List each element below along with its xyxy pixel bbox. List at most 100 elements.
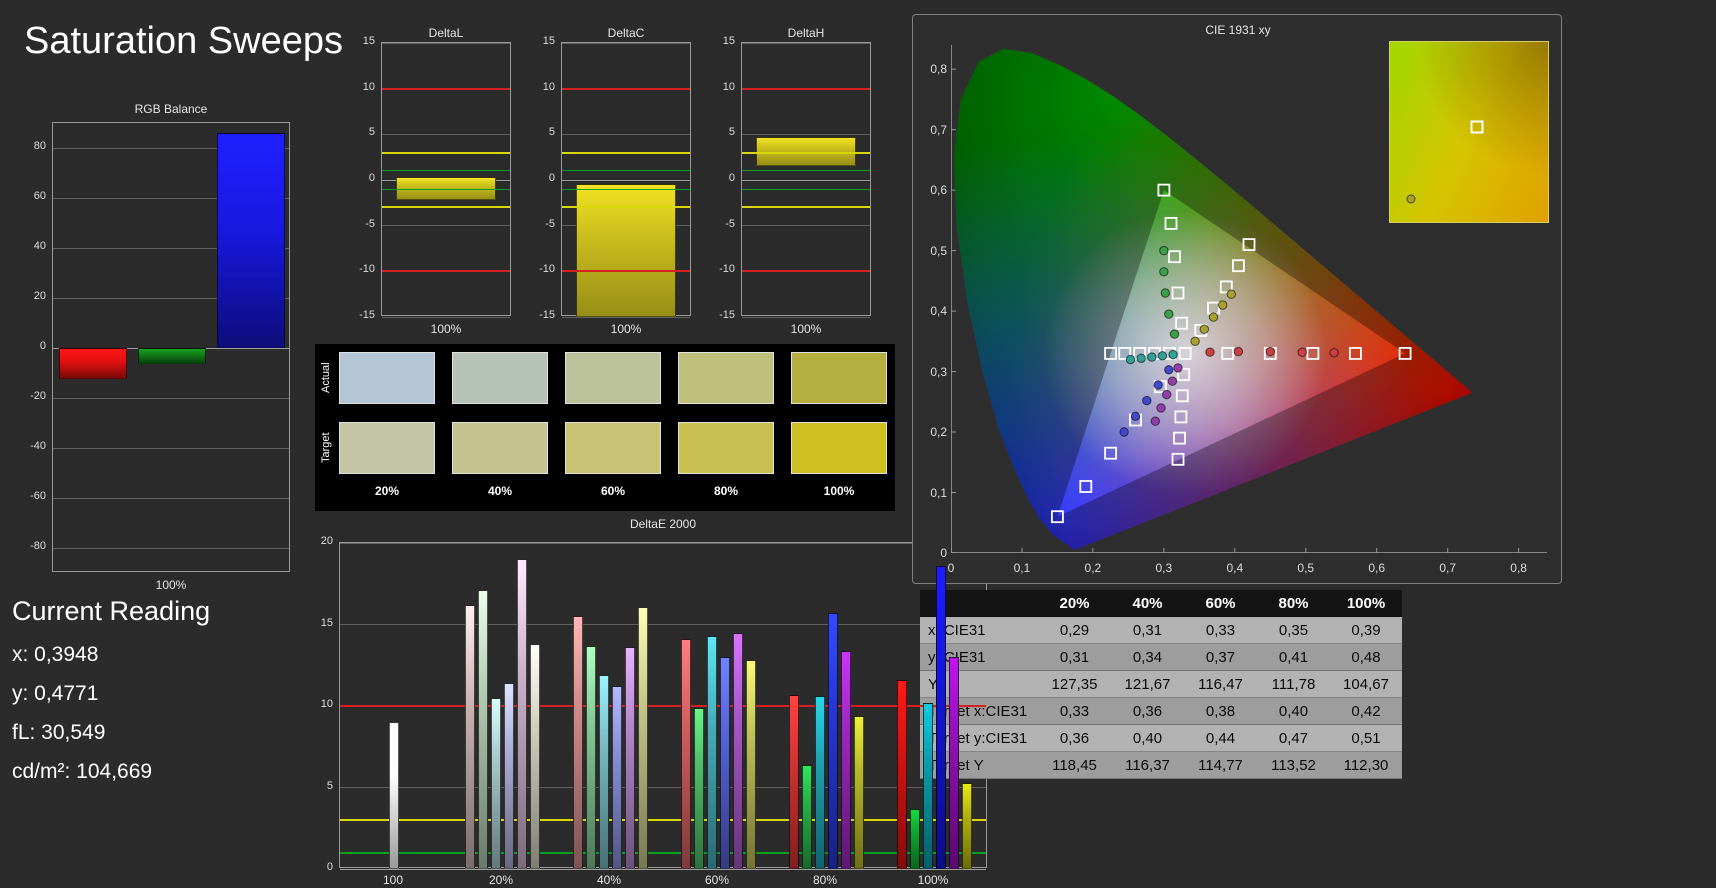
swatch-column-label: 80% <box>713 484 739 498</box>
measured-point <box>1153 380 1163 390</box>
table-cell: 118,45 <box>1052 756 1097 774</box>
gridline <box>340 542 986 544</box>
reference-line <box>340 819 986 822</box>
delta-e-bar <box>853 715 864 869</box>
reference-line <box>742 87 870 90</box>
delta-e-bar <box>516 559 527 869</box>
delta-e-bar <box>598 675 609 869</box>
gridline <box>742 133 870 135</box>
delta-e-bar <box>896 679 907 869</box>
inset-measured-point <box>1406 194 1416 204</box>
table-cell: 0,29 <box>1059 621 1090 639</box>
y-tick-label: 10 <box>320 698 333 710</box>
deltaE2000-plot <box>339 542 987 870</box>
reading-cdm2: cd/m²: 104,669 <box>12 760 153 783</box>
target-marker <box>1398 346 1412 360</box>
table-cell: 0,40 <box>1278 702 1309 720</box>
reference-line <box>340 851 986 854</box>
table-cell: 111,78 <box>1271 675 1316 693</box>
table-cell: 0,51 <box>1351 729 1381 747</box>
reference-line <box>382 151 510 154</box>
group-label: 40% <box>596 873 622 887</box>
table-cell: 104,67 <box>1343 675 1389 693</box>
table-row: y: CIE31 0,31 0,34 0,37 0,41 0,48 <box>920 644 1402 671</box>
swatch-row-label-actual: Actual <box>320 362 332 394</box>
reference-line <box>382 87 510 90</box>
y-tick-label: 10 <box>722 80 735 93</box>
reference-line <box>382 188 510 190</box>
delta-e-bar <box>909 808 920 869</box>
delta-e-bar <box>948 657 959 869</box>
gridline <box>562 316 690 318</box>
measured-point <box>1208 312 1219 322</box>
swatch-row-label-target: Target <box>320 432 332 464</box>
y-tick-label: 10 <box>542 80 555 93</box>
measured-point <box>1156 403 1166 413</box>
group-label: 100% <box>917 873 949 887</box>
delta-e-bar <box>922 702 933 869</box>
y-tick-label: -15 <box>719 309 735 321</box>
delta-e-bar <box>801 764 812 869</box>
swatch-actual-100% <box>791 352 887 404</box>
measured-point <box>1190 336 1200 346</box>
swatch-target-60% <box>565 422 661 474</box>
table-cell: 0,36 <box>1132 702 1163 720</box>
reference-line <box>562 188 690 190</box>
y-tick-label: 60 <box>33 190 46 202</box>
y-tick-label: -5 <box>365 217 375 230</box>
delta-e-bar <box>680 639 691 869</box>
y-tick-label: 5 <box>728 126 735 139</box>
table-header-cell: 20% <box>1059 594 1090 612</box>
saturation-swatch-panel: Actual Target 20% 40% 60% 80% 100% <box>315 344 895 511</box>
green-bar <box>137 348 207 364</box>
delta-e-bar <box>814 696 825 869</box>
reading-x: x: 0,3948 <box>12 643 99 666</box>
table-header-cell: 60% <box>1205 594 1236 612</box>
gridline <box>53 447 289 449</box>
gridline <box>53 297 289 299</box>
rgb-balance-chart: RGB Balance 80 60 40 20 0 -20 -40 -60 -80 100% <box>14 100 296 605</box>
x-axis-label: 100% <box>610 322 642 336</box>
target-marker <box>1242 238 1256 252</box>
gridline <box>382 225 510 227</box>
gridline <box>742 42 870 44</box>
delta-h-chart: DeltaH 15 10 5 0 -5 -10 -15 100% <box>705 24 877 339</box>
cie-y-tick: 0,2 <box>930 425 947 440</box>
gridline <box>382 316 510 318</box>
swatch-actual-80% <box>678 352 774 404</box>
swatch-actual-60% <box>565 352 661 404</box>
y-tick-label: 15 <box>362 35 375 47</box>
y-tick-label: 20 <box>33 290 46 302</box>
y-tick-label: -10 <box>719 263 735 276</box>
y-tick-label: 5 <box>326 779 333 792</box>
measured-point <box>1160 288 1171 298</box>
table-cell: 0,36 <box>1059 729 1090 747</box>
measured-point <box>1119 427 1129 437</box>
table-cell: 127,35 <box>1051 675 1098 693</box>
table-cell: 0,48 <box>1351 648 1381 666</box>
group-label: 60% <box>704 873 730 887</box>
target-marker <box>1168 250 1181 264</box>
table-cell: 116,37 <box>1125 756 1170 774</box>
swatch-column-label: 100% <box>823 484 855 498</box>
measured-point <box>1150 416 1161 426</box>
cie-y-tick: 0,1 <box>930 485 947 500</box>
group-label: 20% <box>488 873 514 887</box>
reference-line <box>382 206 510 209</box>
y-tick-label: 40 <box>33 240 46 252</box>
measured-point <box>1168 349 1178 360</box>
cie-x-tick: 0,7 <box>1439 561 1456 575</box>
delta-e-bar <box>840 650 851 869</box>
cie-zoom-inset <box>1389 41 1549 223</box>
y-tick-label: -15 <box>359 309 375 321</box>
reference-line <box>742 206 870 209</box>
target-marker <box>1104 346 1118 360</box>
measured-point <box>1226 289 1236 299</box>
page-title: Saturation Sweeps <box>24 20 343 62</box>
swatch-actual-40% <box>452 352 548 404</box>
delta-e-bar <box>611 686 622 869</box>
swatch-target-80% <box>678 422 774 474</box>
table-cell: 0,31 <box>1059 648 1090 666</box>
x-axis-label: 100% <box>155 578 187 592</box>
